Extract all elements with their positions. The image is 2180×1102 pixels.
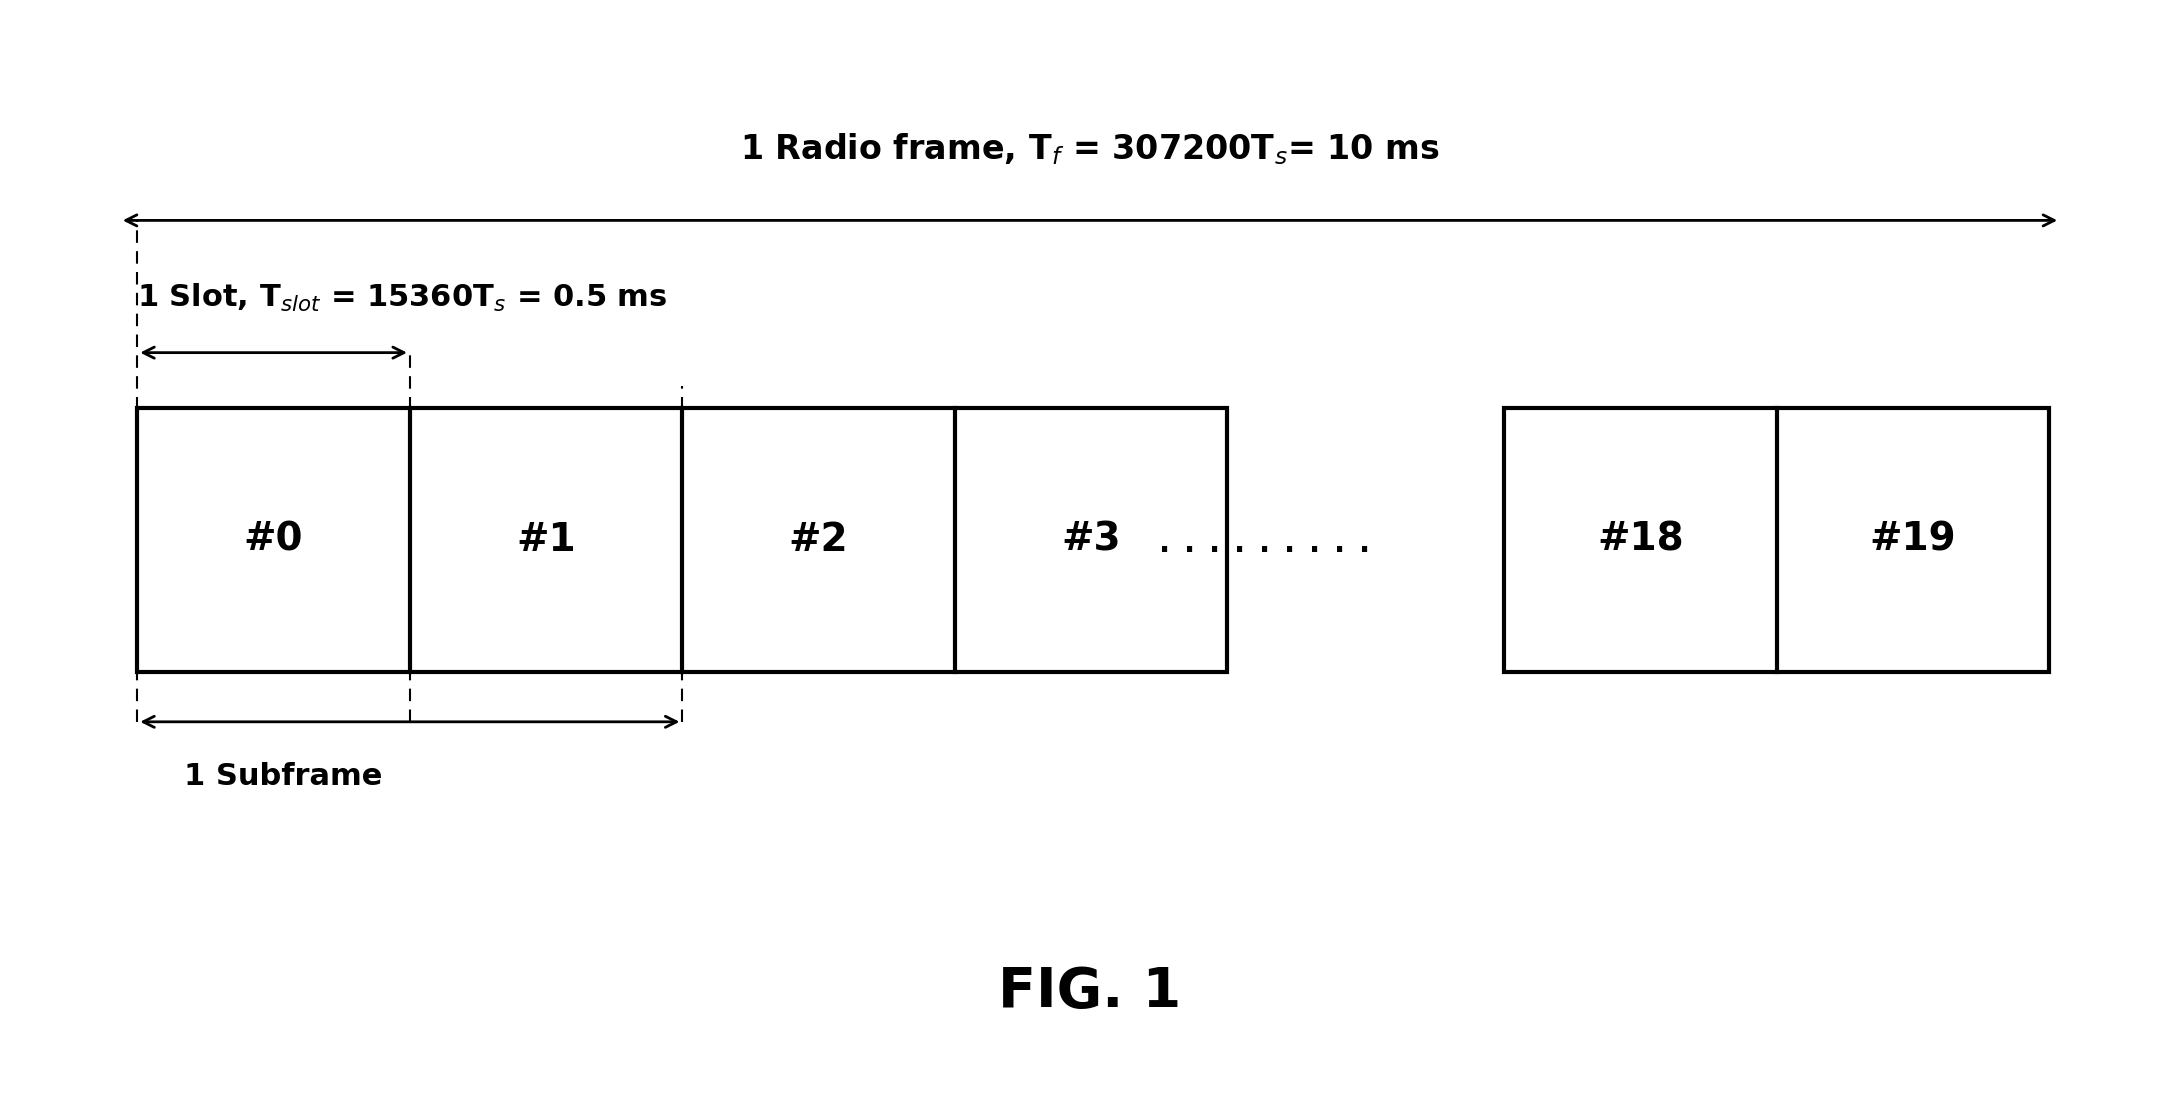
Text: 1 Radio frame, T$_f$ = 307200T$_s$= 10 ms: 1 Radio frame, T$_f$ = 307200T$_s$= 10 m… — [739, 131, 1441, 166]
Text: 1 Subframe: 1 Subframe — [185, 763, 382, 791]
Text: #1: #1 — [517, 521, 576, 559]
Text: .........: ......... — [1151, 519, 1378, 561]
Text: #18: #18 — [1598, 521, 1683, 559]
Bar — [1504, 408, 2049, 672]
Bar — [137, 408, 1227, 672]
Text: #3: #3 — [1062, 521, 1121, 559]
Text: FIG. 1: FIG. 1 — [998, 964, 1182, 1019]
Text: #2: #2 — [789, 521, 848, 559]
Text: #0: #0 — [244, 521, 303, 559]
Text: #19: #19 — [1870, 521, 1955, 559]
Text: 1 Slot, T$_{slot}$ = 15360T$_s$ = 0.5 ms: 1 Slot, T$_{slot}$ = 15360T$_s$ = 0.5 ms — [137, 281, 667, 314]
